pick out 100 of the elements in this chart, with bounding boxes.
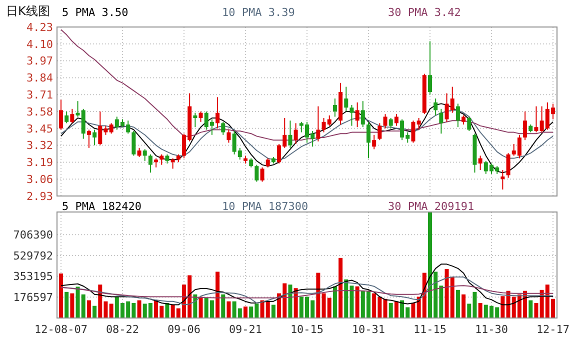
candlestick <box>434 98 438 116</box>
candlestick <box>92 129 97 146</box>
candlestick <box>70 108 74 124</box>
candlestick <box>109 122 114 134</box>
y-tick-label: 529792 <box>13 249 53 262</box>
candlestick <box>249 158 254 168</box>
bar <box>271 304 276 318</box>
y-tick-label: 3.45 <box>26 122 53 136</box>
bar <box>70 293 74 318</box>
bar <box>456 290 460 318</box>
candlestick <box>154 158 158 168</box>
y-tick-label: 3.19 <box>26 156 53 170</box>
text: 30 PMA 209191 <box>388 200 474 213</box>
candlestick <box>316 106 320 142</box>
bar <box>478 303 482 318</box>
bar <box>528 300 533 318</box>
y-tick-label: 3.32 <box>26 139 53 152</box>
candlestick <box>216 96 220 129</box>
y-tick-label: 3.06 <box>26 172 53 186</box>
x-tick-label: 12-17 <box>536 323 570 336</box>
bar <box>221 294 226 318</box>
bar <box>244 306 248 318</box>
text: 10 PMA 187300 <box>222 200 308 213</box>
candlestick <box>439 108 444 134</box>
candlestick <box>142 148 147 162</box>
bar <box>92 306 97 318</box>
bar <box>59 274 63 318</box>
x-tick-label: 12-08-07 <box>34 323 88 336</box>
candlestick <box>165 154 170 164</box>
y-tick-label: 4.10 <box>26 38 53 51</box>
candlestick <box>332 98 337 118</box>
candlestick <box>506 152 510 178</box>
candlestick <box>462 114 466 125</box>
y-tick-label: 353195 <box>13 270 53 284</box>
x-tick-label: 09-21 <box>228 323 262 336</box>
candlestick <box>132 130 136 156</box>
bar <box>411 303 416 318</box>
candlestick <box>148 154 152 174</box>
candlestick <box>344 86 348 112</box>
x-tick-label: 10-15 <box>290 323 324 336</box>
candlestick <box>383 114 388 129</box>
y-tick-label: 3.71 <box>26 88 53 102</box>
candlestick <box>193 112 198 128</box>
bar <box>64 292 69 318</box>
bar <box>288 284 292 318</box>
y-tick-label: 4.23 <box>26 20 53 34</box>
candlestick <box>372 134 376 150</box>
candlestick <box>266 158 270 168</box>
x-tick-label: 10-31 <box>352 323 386 336</box>
candlestick <box>254 164 259 182</box>
candlestick <box>378 122 382 141</box>
bar <box>86 300 91 318</box>
bar <box>332 286 337 318</box>
y-tick-label: 706390 <box>13 228 53 242</box>
bar <box>137 300 142 318</box>
candlestick <box>411 120 416 144</box>
bar <box>534 303 538 318</box>
candlestick <box>360 100 365 128</box>
candlestick <box>294 122 298 144</box>
text: 5 PMA 182420 <box>62 200 142 213</box>
line-series <box>60 285 554 298</box>
candlestick <box>523 111 528 141</box>
candlestick <box>534 106 538 133</box>
candlestick <box>500 170 505 190</box>
bar <box>226 301 231 318</box>
text: 5 PMA 3.50 <box>62 6 128 19</box>
x-tick-label: 11-15 <box>413 323 447 336</box>
candlestick <box>388 118 393 129</box>
chart-title: 日K线图 <box>6 4 50 18</box>
y-tick-label: 3.97 <box>26 54 53 68</box>
candlestick <box>478 155 482 170</box>
candlestick <box>350 104 354 126</box>
bar <box>216 272 220 318</box>
x-tick-label: 09-06 <box>167 323 201 336</box>
candlestick <box>64 111 69 124</box>
candlestick <box>260 166 264 182</box>
bar <box>394 301 398 318</box>
candlestick <box>355 102 360 128</box>
candlestick <box>366 121 370 159</box>
candlestick <box>160 154 164 166</box>
candlestick <box>86 129 91 148</box>
x-tick-label: 08-22 <box>106 323 140 336</box>
y-tick-label: 3.58 <box>26 105 53 118</box>
candlestick <box>416 118 421 130</box>
text: 30 PMA 3.42 <box>388 6 461 19</box>
y-tick-label: 2.93 <box>26 190 53 203</box>
bar <box>388 303 393 318</box>
candlestick <box>428 40 432 96</box>
bar <box>198 296 203 318</box>
candlestick <box>137 147 142 158</box>
candlestick <box>198 111 203 122</box>
candlestick <box>226 129 231 144</box>
candlestick <box>221 121 226 136</box>
bar <box>355 286 360 318</box>
text: 10 PMA 3.39 <box>222 6 295 19</box>
candlestick <box>288 120 292 148</box>
bar <box>383 298 388 318</box>
bar <box>165 303 170 318</box>
bar <box>338 258 343 318</box>
y-tick-label: 3.84 <box>26 72 54 85</box>
